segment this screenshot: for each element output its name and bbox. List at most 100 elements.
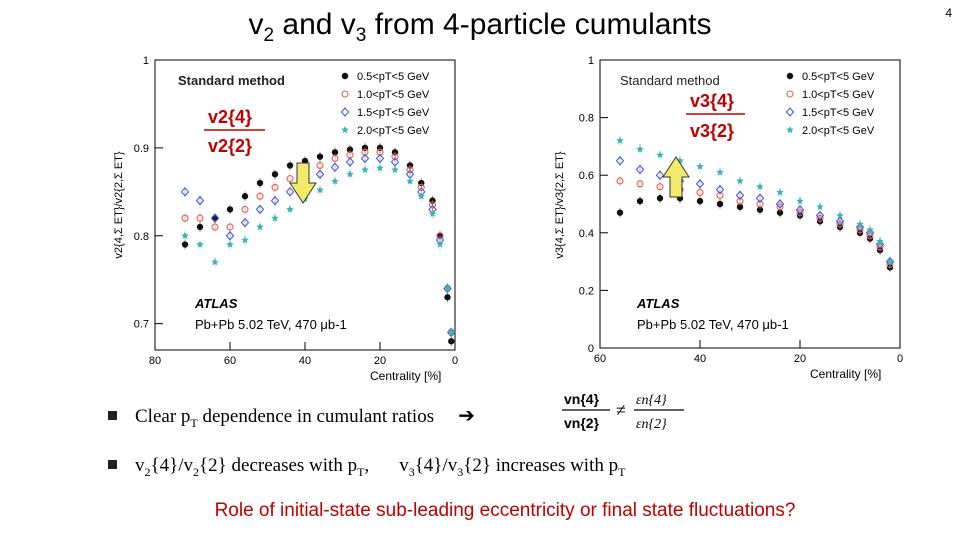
legend-entry: 2.0<pT<5 GeV [357,125,430,137]
y-tick-label: 0.9 [134,143,149,155]
data-point [286,205,294,213]
trend-arrow-down [289,162,317,204]
legend-entry: 1.5<pT<5 GeV [357,107,430,119]
right-arrow-icon: ➔ [458,405,475,427]
dataset-label: Pb+Pb 5.02 TeV, 470 μb-1 [637,317,789,332]
x-tick-label: 60 [594,353,606,365]
data-point [616,136,624,144]
x-tick-label: 40 [694,353,706,365]
data-points [180,142,456,347]
data-point [636,180,644,188]
formula-neq: ≠ [616,400,626,420]
v3-plot: v3{4,Σ ET}/v3{2,Σ ET} 0 0.2 0.4 0.6 0.8 1 60 4… [545,55,925,385]
data-point [181,231,189,239]
data-point [271,183,279,191]
conclusion-question: Role of initial-state sub-leading eccent… [214,500,796,521]
data-point [636,145,644,153]
y-axis-label-text: v3{4,Σ ET}/v3{2,Σ ET} [554,151,566,258]
y-tick-label: 0 [588,343,594,355]
data-point [635,164,645,175]
data-point [195,195,205,206]
experiment-label: ATLAS [194,296,238,311]
data-point [196,223,204,231]
data-point [346,170,354,178]
legend-entry: 2.0<pT<5 GeV [802,125,875,137]
data-point [856,220,864,228]
y-axis-label: v2{4,Σ ET}/v2{2,Σ ET} [113,151,125,258]
legend-marker [786,126,794,134]
y-ticks: 0.7 0.8 0.9 1 [134,55,163,331]
method-label: Standard method [178,73,285,88]
data-point [406,177,414,185]
y-tick-label: 0.7 [134,319,149,331]
data-point [271,171,279,178]
slide-title: v2 and v3 from 4-particle cumulants [248,8,712,46]
data-point [816,202,824,211]
x-tick-label: 60 [224,355,236,367]
data-point [180,186,190,197]
data-point [346,146,354,153]
x-ticks: 80 60 40 20 0 [149,342,458,367]
y-ticks: 0 0.2 0.4 0.6 0.8 1 [579,55,608,355]
y-axis-label-text: v2{4,Σ ET}/v2{2,Σ ET} [113,151,125,258]
data-point [331,177,339,185]
ratio-numerator: v3{4} [690,91,734,111]
legend-entry: 1.0<pT<5 GeV [802,89,875,101]
x-axis-label: Centrality [%] [810,367,881,381]
data-point [316,153,324,160]
data-point [211,223,219,231]
data-point [181,241,189,248]
data-point [865,227,875,238]
data-point [444,294,451,301]
data-point [181,214,189,222]
data-point [656,183,664,191]
data-point [735,190,745,201]
data-point [240,217,250,228]
data-point [226,206,234,213]
data-point [616,177,624,185]
data-point [875,239,885,250]
data-point [241,193,249,200]
legend-marker [341,90,349,98]
data-point [316,161,324,170]
data-point [615,155,625,166]
trend-arrow-up [662,156,690,198]
data-point [636,197,644,205]
data-point [886,257,894,265]
data-point [270,195,280,206]
data-point [755,193,765,204]
legend-entry: 1.0<pT<5 GeV [357,89,430,101]
data-point [775,199,785,209]
data-point [656,195,664,202]
data-point [716,200,724,208]
x-tick-label: 20 [794,353,806,365]
legend: Standard method 0.5<pT<5 GeV 1.0<pT<5 GeV… [620,71,875,137]
data-point [696,162,704,170]
data-point [447,328,456,336]
data-point [256,179,264,187]
legend-marker [341,126,349,134]
data-point [330,162,340,173]
data-point [428,209,437,217]
legend: Standard method 0.5<pT<5 GeV 1.0<pT<5 GeV… [178,71,430,137]
y-tick-label: 0.6 [579,170,594,182]
formula-lhs-denominator: vn{2} [564,415,600,431]
data-point [285,186,295,197]
data-point [876,237,884,245]
data-point [376,164,384,172]
data-point [776,209,784,216]
data-point [331,149,339,156]
ratio-inequality-formula: vn{4} vn{2} ≠ εn{4} εn{2} [560,386,690,436]
y-tick-label: 0.8 [134,231,149,243]
data-points [615,135,895,273]
data-point [417,192,426,200]
x-tick-label: 80 [149,355,161,367]
data-point [736,177,744,185]
data-point [776,188,784,196]
formula-rhs-numerator: εn{4} [636,393,667,408]
data-point [226,240,234,248]
formula-rhs-denominator: εn{2} [636,417,667,432]
v3-ratio-chart: v3{4,Σ ET}/v3{2,Σ ET} 0 0.2 0.4 0.6 0.8 1 60 4… [554,55,903,381]
y-axis-label: v3{4,Σ ET}/v3{2,Σ ET} [554,151,566,258]
y-tick-label: 1 [143,55,149,67]
